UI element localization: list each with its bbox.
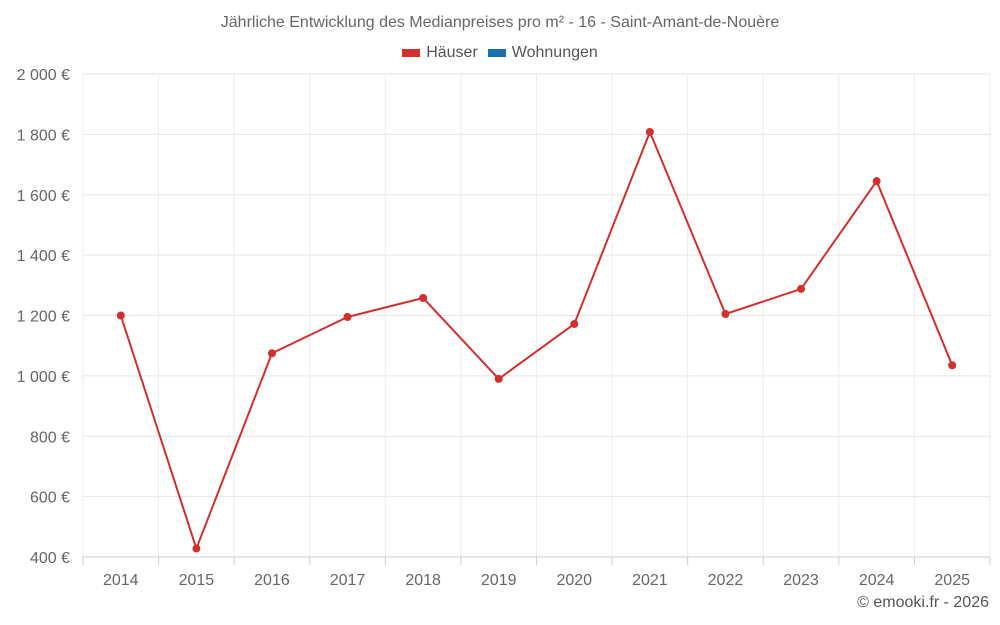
y-tick-label: 600 € — [30, 490, 70, 507]
x-tick-label: 2023 — [783, 572, 819, 589]
x-tick-label: 2025 — [934, 572, 970, 589]
x-tick-label: 2022 — [708, 572, 744, 589]
x-tick-label: 2017 — [330, 572, 366, 589]
data-point — [267, 349, 276, 358]
data-point — [116, 311, 125, 320]
x-tick-label: 2021 — [632, 572, 668, 589]
legend-swatch-wohnungen — [487, 49, 506, 57]
y-tick-label: 2 000 € — [17, 67, 70, 84]
data-point — [721, 309, 730, 318]
x-tick-label: 2014 — [103, 572, 139, 589]
legend-label-wohnungen: Wohnungen — [511, 44, 598, 61]
y-tick-label: 1 800 € — [17, 127, 70, 144]
y-tick-label: 400 € — [30, 550, 70, 567]
x-tick-label: 2018 — [405, 572, 441, 589]
series-line-haeuser — [119, 130, 954, 550]
legend-swatch-haeuser — [402, 49, 421, 57]
data-point — [192, 544, 201, 553]
x-tick-label: 2015 — [179, 572, 215, 589]
data-point — [872, 177, 881, 186]
data-point — [494, 374, 503, 383]
x-tick-label: 2019 — [481, 572, 517, 589]
legend-item-haeuser[interactable]: Häuser — [402, 44, 478, 62]
data-point — [645, 127, 654, 136]
data-point — [419, 293, 428, 302]
y-tick-label: 1 600 € — [17, 188, 70, 205]
data-point — [797, 284, 806, 293]
legend-item-wohnungen[interactable]: Wohnungen — [487, 44, 598, 62]
x-tick-label: 2024 — [859, 572, 895, 589]
y-tick-label: 1 400 € — [17, 248, 70, 265]
data-point — [948, 361, 957, 370]
legend-label-haeuser: Häuser — [426, 44, 478, 61]
x-tick-label: 2020 — [556, 572, 592, 589]
data-point — [570, 319, 579, 328]
y-tick-label: 800 € — [30, 429, 70, 446]
data-point — [343, 313, 352, 322]
y-tick-label: 1 200 € — [17, 309, 70, 326]
credit-text: © emooki.fr - 2026 — [857, 594, 989, 611]
chart-title: Jährliche Entwicklung des Medianpreises … — [220, 14, 780, 31]
x-tick-label: 2016 — [254, 572, 290, 589]
y-tick-label: 1 000 € — [17, 369, 70, 386]
legend: Häuser Wohnungen — [0, 44, 1000, 62]
